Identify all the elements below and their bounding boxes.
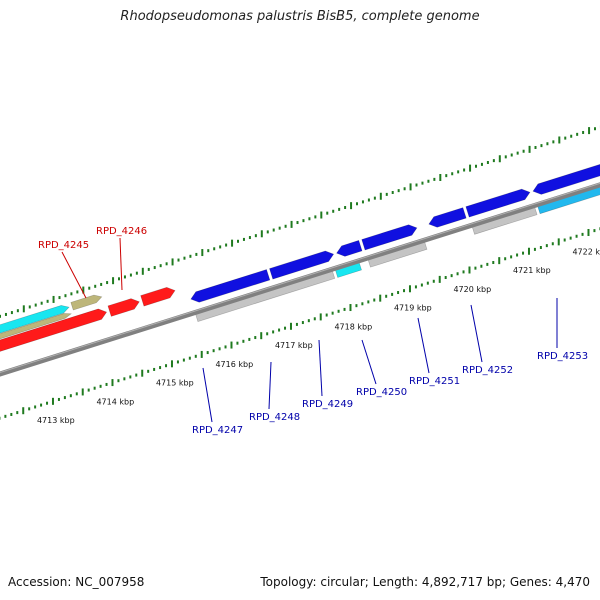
gene-label: RPD_4253 [537, 351, 588, 362]
gene-leader-line [318, 339, 323, 397]
gene-label: RPD_4247 [192, 425, 243, 436]
gene-feature [0, 313, 73, 340]
gene-leader-line [268, 361, 272, 410]
kbp-label: 4722 kbp [572, 247, 600, 256]
gene-leader-line [202, 367, 213, 423]
gene-feature [269, 250, 335, 280]
kbp-label: 4714 kbp [96, 397, 134, 406]
gene-label: RPD_4245 [38, 240, 89, 251]
upper-tick-ruler [0, 125, 600, 318]
feature-tracks [0, 164, 600, 352]
gene-label: RPD_4248 [249, 412, 300, 423]
kbp-labels: 4713 kbp 4714 kbp 4715 kbp 4716 kbp 4717 kbp… [37, 247, 600, 425]
genome-backbone [0, 182, 600, 377]
kbp-label: 4721 kbp [513, 266, 551, 275]
gene-label: RPD_4246 [96, 226, 147, 237]
gene-feature [361, 224, 418, 251]
map-title: Rhodopseudomonas palustris BisB5, comple… [120, 9, 480, 24]
gene-label: RPD_4249 [302, 399, 353, 410]
gene-leader-line [361, 339, 377, 385]
gene-feature [190, 269, 271, 303]
gene-feature [140, 287, 176, 307]
accession-label: Accession: NC_007958 [8, 575, 145, 589]
gene-label: RPD_4250 [356, 387, 407, 398]
gene-feature [0, 308, 108, 352]
backbone-highlight [0, 182, 600, 374]
lower-tick-ruler [0, 227, 600, 420]
gene-leader-line [61, 251, 87, 299]
gene-feature [532, 164, 600, 195]
gene-feature [428, 207, 467, 228]
gene-leader-line [119, 237, 123, 291]
kbp-label: 4715 kbp [156, 379, 194, 388]
gene-label-leaders [61, 237, 558, 423]
topology-label: Topology: circular; Length: 4,892,717 bp… [260, 575, 590, 589]
gene-labels: RPD_4245 RPD_4246 RPD_4247 RPD_4248RPD_4249… [38, 226, 588, 436]
gene-leader-line [470, 304, 483, 363]
backbone-line [0, 182, 600, 377]
gene-feature [336, 240, 363, 257]
gene-feature [70, 294, 103, 311]
gene-label: RPD_4252 [462, 365, 513, 376]
gene-feature [107, 298, 140, 317]
kbp-label: 4720 kbp [453, 285, 491, 294]
kbp-label: 4719 kbp [394, 304, 432, 313]
kbp-label: 4713 kbp [37, 416, 75, 425]
gene-leader-line [417, 317, 430, 374]
gene-feature [0, 305, 70, 334]
kbp-label: 4717 kbp [275, 341, 313, 350]
gene-feature [465, 188, 531, 218]
kbp-label: 4716 kbp [215, 360, 253, 369]
kbp-label: 4718 kbp [334, 322, 372, 331]
gene-label: RPD_4251 [409, 376, 460, 387]
